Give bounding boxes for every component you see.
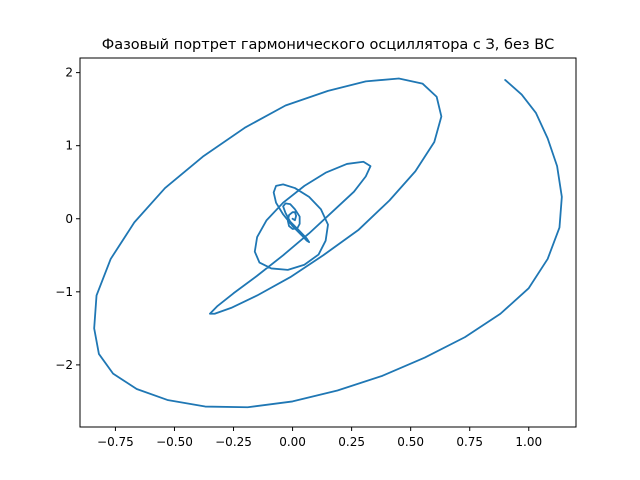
x-tick-label: 0.50 <box>397 435 424 449</box>
x-tick-label: −0.75 <box>97 435 134 449</box>
x-tick-label: 0.00 <box>279 435 306 449</box>
y-tick-label: −2 <box>55 358 73 372</box>
x-tick-label: 0.25 <box>338 435 365 449</box>
y-axis: 2 1 0 −1 −2 <box>55 66 80 372</box>
y-tick-label: 2 <box>65 66 73 80</box>
x-tick-label: 1.00 <box>515 435 542 449</box>
x-tick-label: −0.25 <box>215 435 252 449</box>
plot-area <box>79 57 577 428</box>
x-axis: −0.75 −0.50 −0.25 0.00 0.25 0.50 0.75 1.00 <box>97 427 542 449</box>
y-tick-label: −1 <box>55 285 73 299</box>
x-tick-label: −0.50 <box>156 435 193 449</box>
y-tick-label: 1 <box>65 139 73 153</box>
axes-frame <box>79 57 577 428</box>
x-tick-label: 0.75 <box>456 435 483 449</box>
chart-title: Фазовый портрет гармонического осциллято… <box>102 37 555 53</box>
y-tick-label: 0 <box>65 212 73 226</box>
series-line <box>93 77 563 409</box>
